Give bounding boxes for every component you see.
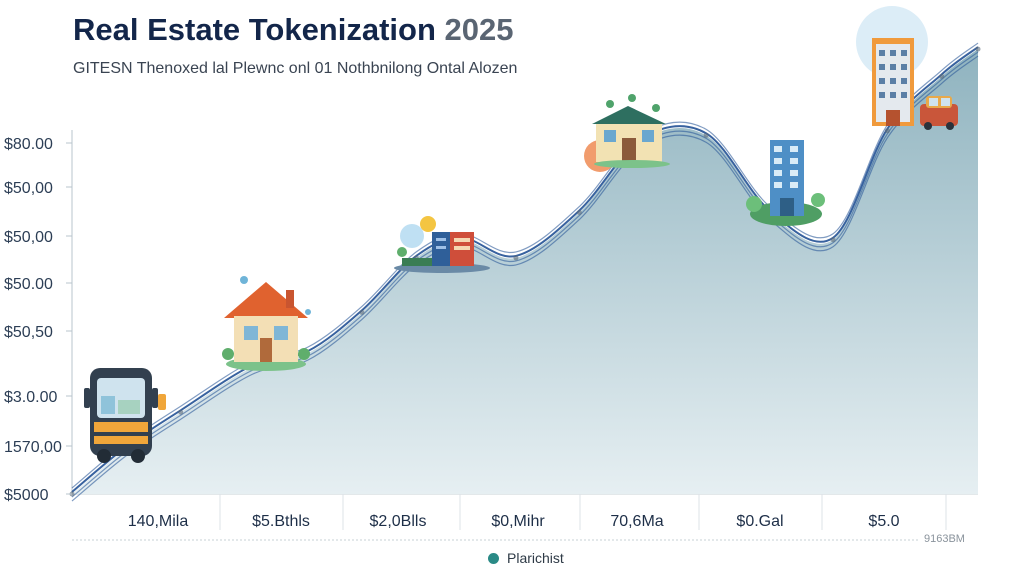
x-tick-label: 140,Mila [128, 513, 189, 530]
y-tick-label: $50.00 [4, 276, 53, 293]
data-point [830, 237, 836, 243]
hotel-icon [856, 6, 928, 126]
y-tick-label: $50,50 [4, 324, 53, 341]
tower-icon [746, 140, 825, 226]
series-line [71, 46, 979, 493]
series-line [71, 42, 979, 489]
x-tick-label: $0.Gal [736, 513, 783, 530]
corner-label: 9163BM [924, 533, 965, 545]
villa-icon [584, 94, 670, 172]
data-point [359, 309, 365, 315]
x-tick-label: 70,6Ma [610, 513, 663, 530]
car-icon [920, 96, 958, 130]
area-fill [72, 49, 978, 494]
x-tick-label: $0,Mihr [491, 513, 545, 530]
illustrations [84, 6, 958, 463]
area-series [69, 42, 981, 502]
legend: Plarichist [488, 550, 564, 566]
x-tick-label: $5.0 [868, 513, 899, 530]
chart-title: Real Estate Tokenization 2025 [73, 12, 514, 48]
data-point [939, 73, 945, 79]
legend-swatch [488, 553, 499, 564]
x-tick-label: $5.Bthls [252, 513, 310, 530]
y-tick-label: $50,00 [4, 180, 53, 197]
house-icon [222, 276, 311, 371]
chart-title-year: 2025 [444, 12, 514, 47]
x-tick-label: $2,0Blls [370, 513, 427, 530]
y-tick-label: $3.0.00 [4, 389, 57, 406]
y-tick-label: $50,00 [4, 229, 53, 246]
data-point [178, 409, 184, 415]
data-point [513, 255, 519, 261]
data-point [703, 132, 709, 138]
data-point [884, 128, 890, 134]
legend-label: Plarichist [507, 550, 564, 566]
y-tick-label: $80.00 [4, 136, 53, 153]
series-line [71, 51, 979, 498]
chart-subtitle: GITESN Thenoxed lal Plewnc onl 01 Nothbn… [73, 60, 518, 77]
data-point [576, 210, 582, 216]
x-axis-ticks: 140,Mila $5.Bthls $2,0Blls $0,Mihr 70,6Ma $0.… [128, 494, 947, 530]
y-axis-ticks: $80.00 $50,00 $50,00 $50.00 $50,50 $3.0.00 157… [4, 136, 72, 504]
chart-title-text: Real Estate Tokenization [73, 12, 436, 47]
bus-icon [84, 368, 166, 463]
y-tick-label: 1570,00 [4, 439, 62, 456]
series-line [71, 55, 979, 502]
y-tick-label: $5000 [4, 487, 49, 504]
data-point [975, 46, 981, 52]
server-icon [394, 216, 490, 273]
